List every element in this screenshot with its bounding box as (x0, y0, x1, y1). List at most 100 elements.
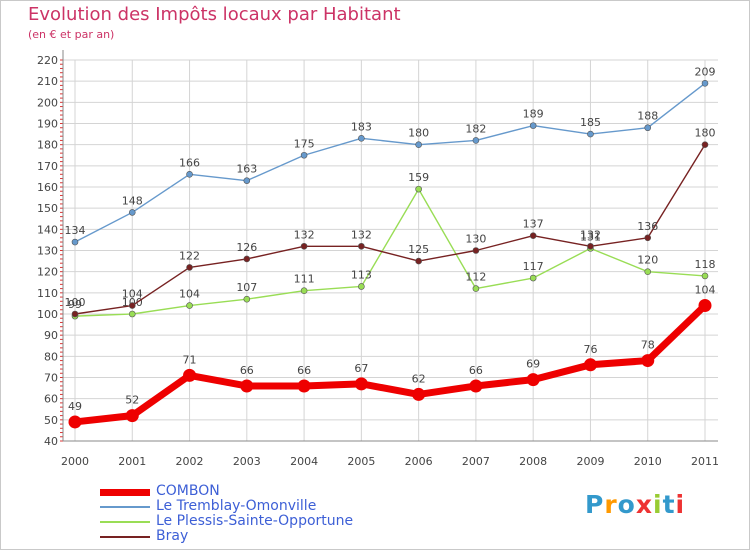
data-label: 131 (580, 230, 601, 243)
logo-letter: i (653, 490, 663, 519)
data-label: 180 (695, 127, 716, 140)
data-point (354, 377, 368, 391)
data-label: 134 (65, 224, 86, 237)
legend-label: Bray (156, 528, 189, 544)
x-tick-label: 2008 (519, 455, 547, 468)
data-point (297, 379, 311, 393)
data-label: 99 (68, 298, 82, 311)
data-label: 136 (637, 220, 658, 233)
legend-swatch (100, 536, 150, 538)
logo-letter: o (617, 490, 636, 519)
data-point (644, 234, 652, 242)
data-point (358, 135, 365, 142)
data-label: 66 (469, 364, 483, 377)
x-tick-label: 2006 (405, 455, 433, 468)
data-label: 163 (236, 163, 257, 176)
data-point (128, 302, 136, 309)
data-point (412, 387, 426, 401)
data-point (644, 268, 652, 275)
data-point (125, 409, 139, 423)
data-label: 107 (236, 281, 257, 294)
data-label: 67 (354, 362, 368, 375)
x-tick-label: 2004 (290, 455, 318, 468)
data-label: 122 (179, 249, 200, 262)
legend-swatch (100, 488, 150, 496)
data-point (128, 310, 136, 318)
chart-title: Evolution des Impôts locaux par Habitant (28, 4, 401, 25)
data-point (701, 272, 709, 280)
y-tick-label: 210 (37, 75, 58, 88)
data-point (469, 379, 483, 393)
data-point (300, 287, 308, 295)
x-tick-label: 2003 (233, 455, 261, 468)
legend-item: Bray (100, 528, 420, 544)
y-tick-label: 110 (37, 287, 58, 300)
data-point (529, 122, 537, 129)
data-point (71, 238, 79, 246)
legend-label: COMBON (156, 483, 220, 499)
data-point (529, 274, 537, 282)
data-label: 52 (125, 394, 139, 407)
y-tick-label: 40 (44, 435, 58, 448)
y-tick-label: 190 (37, 118, 58, 131)
data-point (587, 242, 594, 250)
y-tick-label: 50 (44, 414, 58, 427)
data-point (68, 415, 82, 429)
data-label: 111 (294, 273, 315, 286)
data-point (186, 264, 193, 271)
data-point (641, 354, 655, 368)
data-label: 78 (641, 339, 655, 352)
data-label: 159 (408, 171, 429, 184)
data-label: 104 (122, 288, 143, 301)
data-point (186, 302, 193, 309)
data-point (415, 185, 422, 193)
data-point (583, 358, 597, 372)
data-label: 209 (695, 65, 716, 78)
legend-swatch (100, 521, 150, 523)
data-label: 104 (695, 284, 716, 297)
data-label: 118 (695, 258, 716, 271)
data-label: 112 (465, 271, 486, 284)
x-tick-label: 2002 (176, 455, 204, 468)
data-label: 132 (580, 228, 601, 241)
data-label: 117 (523, 260, 544, 273)
data-label: 76 (583, 343, 597, 356)
y-tick-label: 80 (44, 350, 58, 363)
data-point (358, 242, 365, 250)
data-label: 166 (179, 156, 200, 169)
series-line-le-tremblay-omonville (74, 82, 706, 243)
legend-item: COMBON (100, 483, 420, 499)
series-line-combon (74, 303, 708, 426)
y-tick-label: 180 (37, 139, 58, 152)
data-point (71, 310, 79, 318)
data-point (472, 285, 480, 292)
legend-label: Le Plessis-Sainte-Opportune (156, 513, 354, 529)
chart-subtitle: (en € et par an) (28, 28, 115, 41)
logo-letter: i (675, 490, 686, 519)
y-tick-label: 60 (44, 393, 58, 406)
data-point (243, 177, 251, 184)
data-point (529, 232, 537, 239)
data-label: 120 (637, 254, 658, 267)
data-point (526, 373, 540, 387)
data-label: 188 (637, 110, 658, 123)
data-label: 130 (465, 233, 486, 246)
data-label: 185 (580, 116, 601, 129)
data-point (701, 141, 709, 148)
logo-letter: x (635, 490, 653, 519)
data-point (128, 209, 136, 216)
data-label: 49 (68, 400, 82, 413)
data-label: 71 (183, 353, 197, 366)
x-tick-label: 2010 (634, 455, 662, 468)
data-label: 113 (351, 268, 372, 281)
data-label: 180 (408, 127, 429, 140)
data-label: 175 (294, 137, 315, 150)
data-point (701, 79, 709, 87)
data-label: 132 (351, 228, 372, 241)
series-line-bray (74, 144, 706, 315)
data-point (415, 141, 422, 148)
x-tick-label: 2001 (118, 455, 146, 468)
data-point (300, 242, 308, 250)
